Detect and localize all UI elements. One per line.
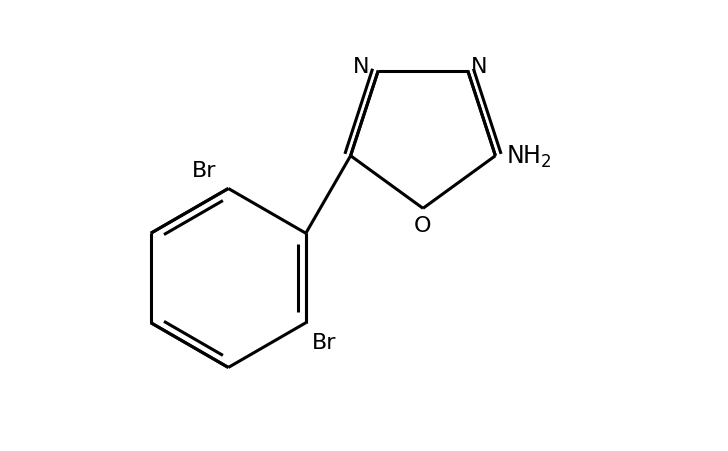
- Text: N: N: [471, 57, 487, 77]
- Text: NH$_2$: NH$_2$: [506, 143, 552, 170]
- Text: Br: Br: [312, 332, 336, 352]
- Text: O: O: [414, 216, 432, 236]
- Text: Br: Br: [192, 160, 216, 180]
- Text: N: N: [353, 57, 369, 77]
